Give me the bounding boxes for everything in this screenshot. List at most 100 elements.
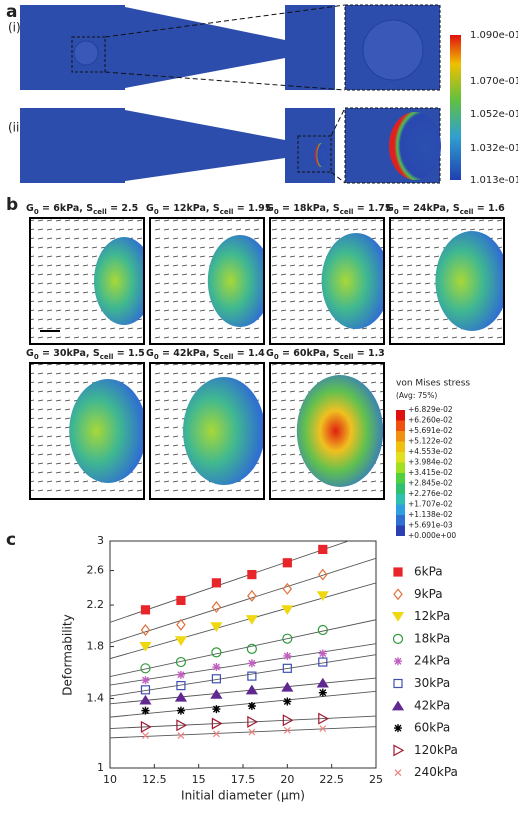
marker	[248, 728, 256, 736]
marker	[139, 694, 152, 705]
panel-title: G0 = 60kPa, Scell = 1.3	[266, 348, 385, 362]
legend-level: +3.415e-02	[408, 468, 453, 477]
marker	[318, 544, 328, 555]
marker	[319, 725, 327, 733]
title-part: = 1.75	[353, 203, 391, 214]
marker	[282, 558, 292, 568]
legend-label: 18kPa	[414, 631, 450, 645]
title-part: 0	[154, 208, 159, 216]
x-tick-label: 17.5	[231, 773, 256, 786]
marker	[282, 714, 294, 727]
marker	[176, 618, 186, 631]
legend-label: 120kPa	[414, 743, 458, 757]
title-part: = 24kPa, S	[399, 203, 460, 214]
marker	[318, 657, 328, 667]
marker	[393, 567, 403, 577]
legend-level: +1.707e-02	[408, 500, 453, 509]
zoom-line	[104, 71, 346, 91]
panel-c: c Initial diameter (μm) Deformability	[6, 530, 377, 803]
marker	[247, 589, 257, 602]
marker	[176, 595, 186, 606]
zoom-box	[297, 135, 332, 173]
title-part: = 60kPa, S	[279, 348, 340, 359]
legend-swatch	[396, 483, 405, 494]
legend-label: 9kPa	[414, 587, 443, 601]
y-tick-label: 2.6	[87, 564, 105, 577]
title-part: = 1.5	[113, 348, 144, 359]
title-part: 0	[394, 208, 399, 216]
legend-swatch	[396, 452, 405, 463]
marker	[318, 649, 327, 658]
marker	[177, 732, 185, 739]
marker	[175, 656, 187, 668]
legend-swatch	[396, 504, 405, 515]
panel-title: G0 = 18kPa, Scell = 1.75	[266, 203, 391, 217]
colorbar-label: 1.090e-01	[470, 30, 518, 41]
cell	[315, 143, 327, 167]
marker	[283, 726, 291, 734]
marker	[245, 684, 258, 695]
marker	[245, 615, 258, 625]
legend-swatch	[396, 441, 405, 452]
x-tick-label: 25	[369, 773, 383, 786]
marker	[247, 701, 256, 710]
marker	[282, 663, 292, 673]
legend-swatch	[396, 420, 405, 431]
marker	[282, 582, 293, 595]
title-part: = 6kPa, S	[39, 203, 94, 214]
title-part: cell	[340, 208, 354, 216]
title-part: = 30kPa, S	[39, 348, 100, 359]
title-part: G	[146, 203, 154, 214]
legend-level: +2.845e-02	[408, 479, 453, 488]
y-tick-label: 1	[97, 761, 104, 774]
zoom-line	[330, 107, 346, 137]
title-part: = 1.6	[473, 203, 505, 214]
marker	[281, 605, 294, 615]
marker	[246, 643, 257, 654]
legend-level: +4.553e-02	[408, 447, 453, 456]
cell-stress	[435, 231, 504, 331]
box-frame	[29, 362, 145, 500]
x-tick-label: 20	[280, 773, 294, 786]
legend-level: +6.260e-02	[408, 416, 453, 425]
marker	[316, 677, 329, 688]
panel-title: G0 = 6kPa, Scell = 2.5	[26, 203, 138, 217]
marker	[141, 706, 150, 715]
title-part: 0	[274, 208, 279, 216]
legend-swatch	[396, 431, 405, 442]
marker	[140, 663, 151, 674]
legend-level: +6.829e-02	[408, 405, 453, 414]
marker	[391, 611, 405, 622]
marker	[211, 578, 221, 588]
title-part: = 42kPa, S	[159, 348, 220, 359]
legend-label: 30kPa	[414, 676, 450, 690]
marker	[176, 706, 185, 715]
cell-stress	[321, 233, 384, 329]
x-tick-label: 12.5	[142, 773, 167, 786]
marker	[394, 657, 402, 666]
marker	[211, 647, 222, 658]
legend-subtitle: (Avg: 75%)	[396, 391, 437, 400]
marker	[391, 700, 405, 711]
marker	[394, 769, 402, 777]
box-frame	[149, 362, 265, 500]
marker	[247, 659, 256, 668]
marker	[392, 633, 404, 645]
y-axis-label: Deformability	[61, 614, 75, 695]
marker	[247, 569, 257, 580]
marker	[283, 697, 292, 706]
marker	[174, 691, 188, 702]
title-part: = 1.4	[233, 348, 265, 359]
colorbar-label: 1.070e-01	[470, 76, 518, 87]
title-part: 0	[274, 353, 279, 361]
legend-level: +5.691e-03	[408, 521, 453, 530]
panel-label: a	[6, 2, 17, 22]
y-tick-label: 2.2	[87, 598, 105, 611]
legend-label: 12kPa	[414, 609, 450, 623]
title-part: cell	[220, 353, 234, 361]
title-part: 0	[154, 353, 159, 361]
legend-swatch	[396, 494, 405, 505]
x-axis-label: Initial diameter (μm)	[181, 789, 305, 803]
marker	[282, 633, 293, 644]
panel-label: b	[6, 195, 18, 215]
